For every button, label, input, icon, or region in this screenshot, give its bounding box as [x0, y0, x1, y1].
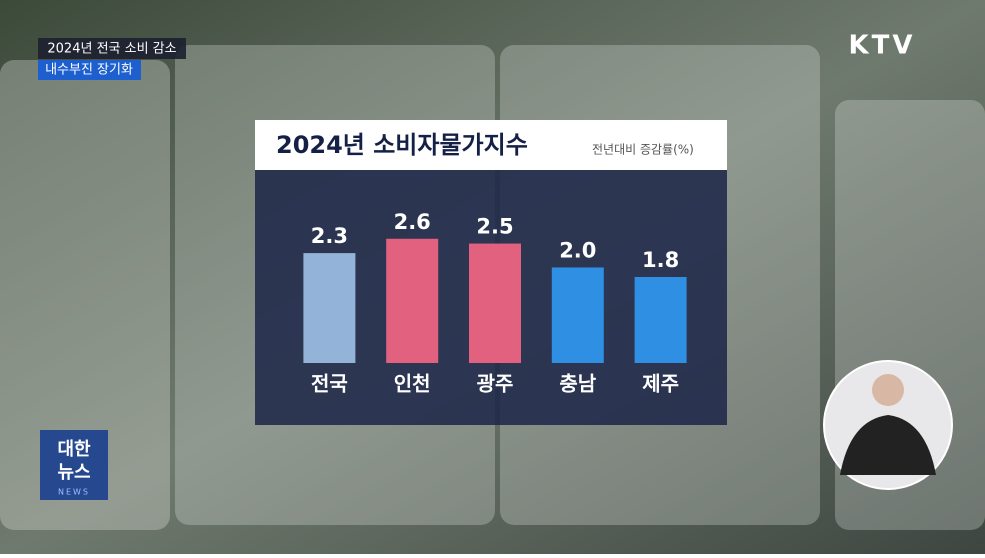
x-tick-label: 광주	[477, 372, 514, 396]
subhead-box	[38, 60, 141, 80]
x-tick-label: 인천	[394, 372, 431, 396]
program-logo: 뉴스	[57, 462, 90, 483]
value-label: 2.6	[394, 210, 431, 234]
bar	[386, 238, 439, 363]
x-tick-label: 충남	[559, 372, 596, 396]
x-tick-label: 전국	[311, 372, 348, 396]
value-label: 2.0	[559, 238, 596, 262]
headline-box	[38, 38, 186, 59]
program-logo: NEWS	[58, 488, 90, 497]
value-label: 2.5	[476, 215, 513, 239]
headline: 2024년 전국 소비 감소	[47, 42, 176, 57]
value-label: 1.8	[642, 248, 679, 272]
subhead: 내수부진 장기화	[45, 63, 133, 78]
bar	[303, 253, 356, 363]
value-label: 2.3	[311, 224, 348, 248]
x-tick-label: 제주	[642, 372, 679, 396]
package	[0, 60, 170, 530]
chart-subtitle: 전년대비 증감률(%)	[592, 143, 694, 157]
sign-interpreter-head	[872, 374, 904, 406]
bar	[634, 277, 687, 363]
channel-logo: KTV	[848, 31, 915, 61]
chart-header	[255, 120, 727, 170]
bar	[551, 267, 604, 363]
sign-interpreter-body	[840, 415, 936, 475]
program-logo-box	[40, 430, 108, 500]
chart-title: 2024년 소비자물가지수	[276, 131, 528, 159]
program-logo: 대한	[57, 439, 91, 460]
bar	[469, 243, 521, 363]
